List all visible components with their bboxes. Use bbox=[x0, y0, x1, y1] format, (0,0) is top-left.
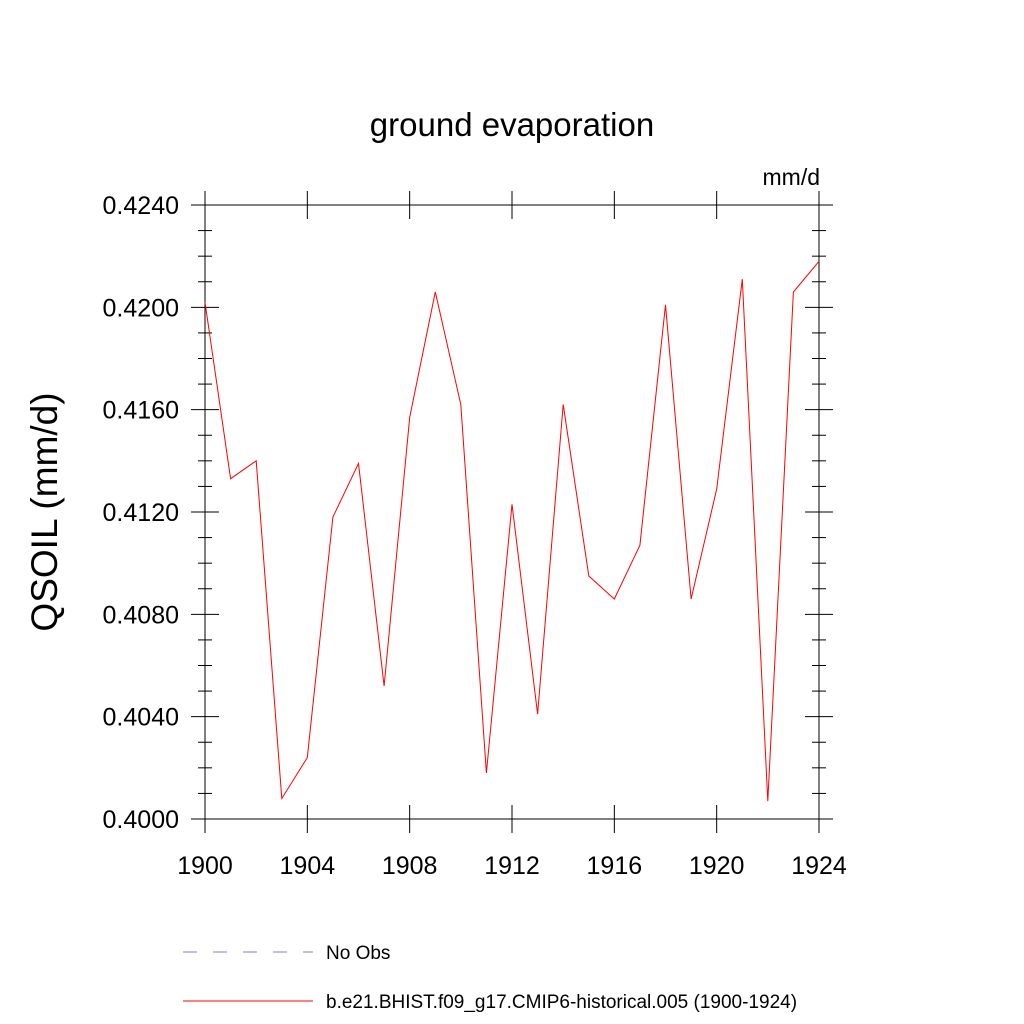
y-tick-label: 0.4080 bbox=[103, 601, 179, 629]
x-tick-label: 1920 bbox=[689, 852, 745, 880]
x-tick-label: 1908 bbox=[382, 852, 438, 880]
y-tick-label: 0.4160 bbox=[103, 397, 179, 425]
y-tick-label: 0.4000 bbox=[103, 806, 179, 834]
y-axis-label: QSOIL (mm/d) bbox=[24, 392, 65, 631]
series-line bbox=[204, 260, 820, 802]
plot-frame bbox=[204, 204, 820, 820]
x-tick-label: 1924 bbox=[791, 852, 847, 880]
chart-title: ground evaporation bbox=[370, 106, 654, 143]
series-group bbox=[204, 260, 820, 802]
y-tick-label: 0.4120 bbox=[103, 499, 179, 527]
x-tick-label: 1904 bbox=[280, 852, 336, 880]
legend-label: No Obs bbox=[326, 943, 390, 964]
axis-ticks: 0.4000 0.4040 0.4080 0.4120 0.4160 0.4200 0.42… bbox=[103, 191, 847, 880]
y-tick-label: 0.4040 bbox=[103, 704, 179, 732]
legend-label: b.e21.BHIST.f09_g17.CMIP6-historical.005… bbox=[326, 992, 797, 1013]
x-tick-label: 1900 bbox=[177, 852, 233, 880]
units-label: mm/d bbox=[763, 164, 821, 190]
legend: No Obs b.e21.BHIST.f09_g17.CMIP6-historic… bbox=[183, 943, 797, 1013]
y-tick-label: 0.4200 bbox=[103, 294, 179, 322]
y-tick-label: 0.4240 bbox=[103, 192, 179, 220]
x-tick-label: 1916 bbox=[587, 852, 643, 880]
x-tick-label: 1912 bbox=[484, 852, 540, 880]
